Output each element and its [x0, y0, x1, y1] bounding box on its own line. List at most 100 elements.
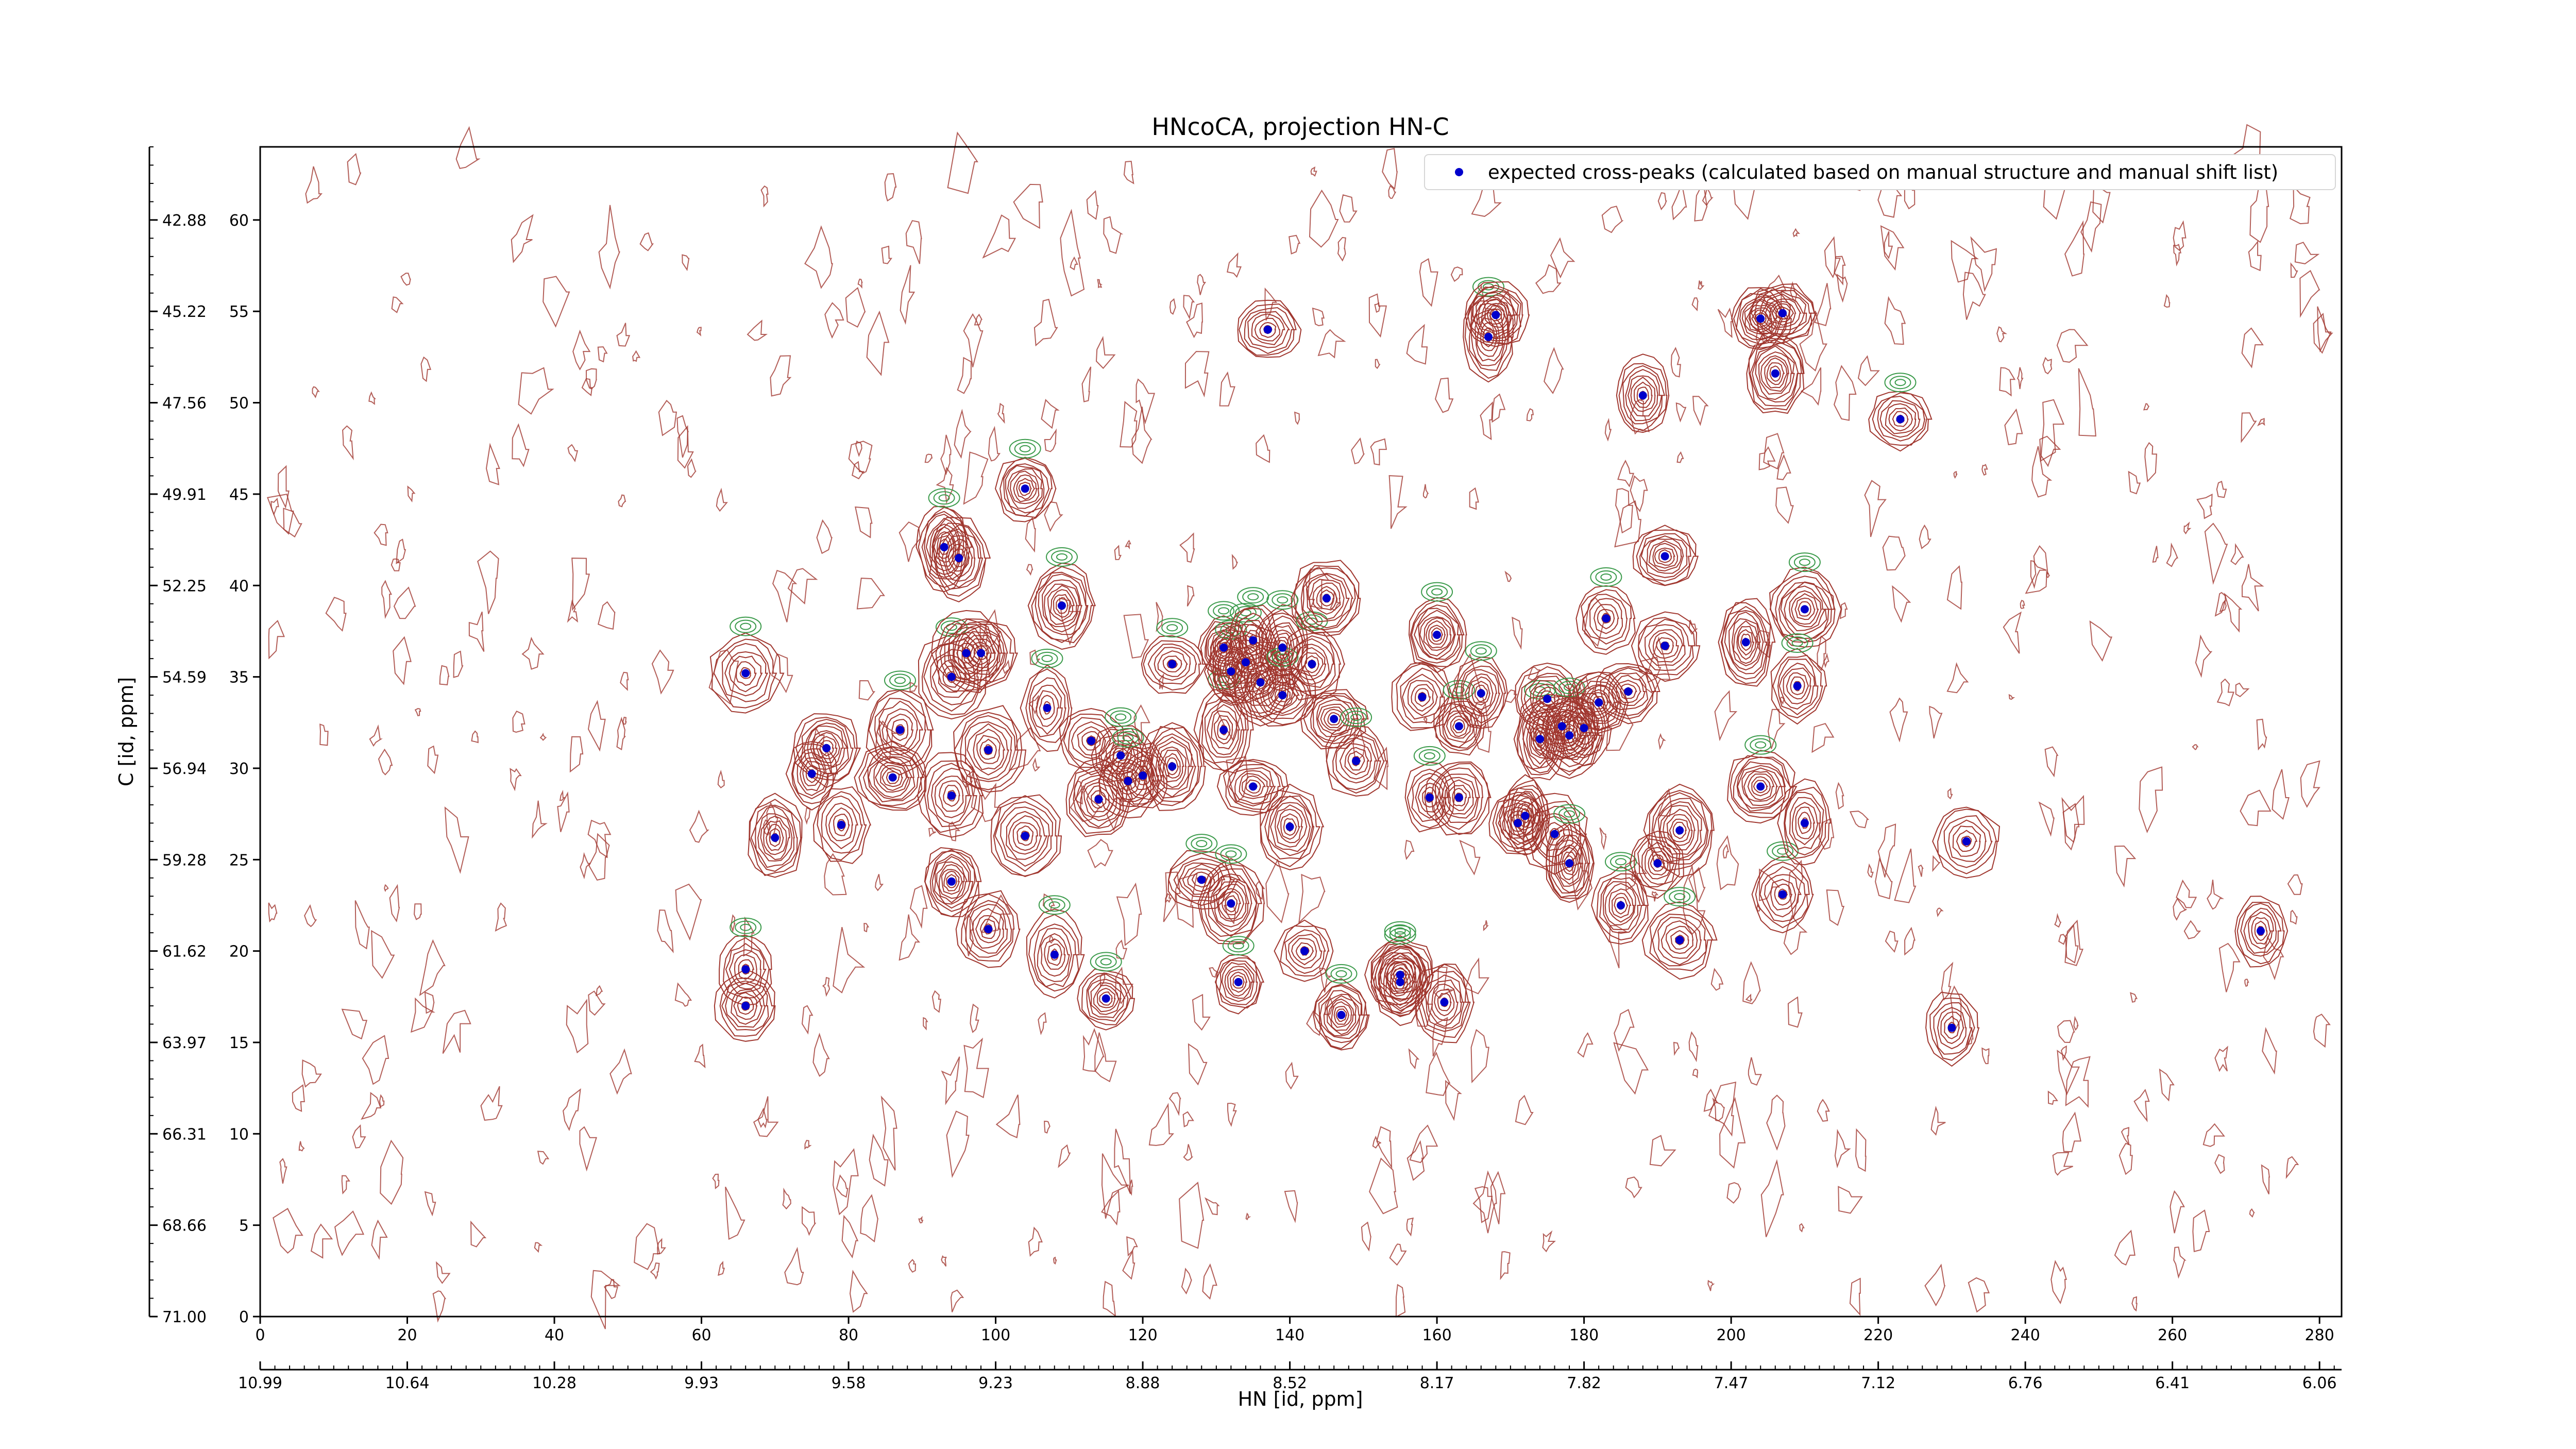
noise-contour [371, 930, 395, 979]
peak-contour [1163, 753, 1181, 779]
cross-peak-marker [896, 726, 904, 734]
cross-peak-marker [1617, 901, 1625, 909]
peak-contour [1933, 1002, 1973, 1055]
x-tick-label: 80 [839, 1326, 858, 1344]
noise-contour [2218, 942, 2241, 992]
noise-contour [2040, 399, 2064, 462]
noise-contour [310, 1223, 333, 1259]
x-tick-label: 60 [691, 1326, 711, 1344]
x-ppm-tick-label: 8.17 [1420, 1374, 1454, 1392]
noise-contour [1855, 1128, 1867, 1172]
noise-contour [812, 1032, 830, 1077]
peak-contour [1760, 293, 1805, 330]
peak-contour [1347, 750, 1365, 771]
noise-contour [1204, 1197, 1220, 1216]
peak-contour [1099, 744, 1160, 819]
peak-contour [1229, 971, 1248, 993]
peak-contour [1948, 819, 1987, 862]
noise-contour [1799, 310, 1827, 372]
noise-contour [567, 599, 579, 623]
negative-contour [740, 622, 752, 630]
peak-contour [1600, 666, 1657, 720]
noise-contour [771, 653, 793, 694]
peak-contour [748, 793, 803, 878]
peak-contour [935, 618, 999, 691]
peak-contour [1090, 982, 1122, 1015]
cross-peak-marker [1219, 643, 1228, 652]
noise-contour [2121, 1126, 2130, 1145]
peak-contour [1755, 345, 1795, 400]
noise-contour [598, 601, 616, 630]
peak-contour [1594, 604, 1619, 634]
peak-contour [1633, 381, 1653, 408]
peak-contour [812, 786, 872, 864]
noise-contour [1094, 1032, 1117, 1083]
noise-contour [1946, 565, 1962, 610]
peak-contour [1326, 726, 1385, 794]
noise-contour [997, 402, 1005, 424]
noise-contour [757, 1107, 768, 1128]
peak-contour [819, 740, 834, 757]
peak-contour [1224, 966, 1254, 999]
noise-contour [616, 323, 631, 347]
peak-contour [1464, 673, 1498, 715]
peak-contour [807, 726, 849, 770]
peak-contour [736, 661, 757, 686]
peak-contour [1743, 770, 1778, 802]
noise-contour [1512, 616, 1523, 650]
peak-contour [1770, 879, 1797, 911]
peak-contour [725, 942, 767, 995]
noise-contour [1339, 194, 1358, 223]
cross-peak-marker [1741, 638, 1750, 647]
peak-contour [1291, 938, 1317, 966]
peak-contour [1003, 463, 1050, 517]
noise-contour [1008, 727, 1041, 771]
cross-peak-marker [1308, 660, 1316, 668]
peak-contour [1654, 547, 1675, 566]
noise-contour [1504, 570, 1512, 582]
cross-peak-marker [2257, 926, 2265, 935]
peak-contour [1259, 322, 1277, 338]
noise-contour [622, 716, 627, 725]
negative-contour [1384, 925, 1416, 945]
peak-contour [1248, 664, 1317, 727]
noise-contour [2062, 1111, 2081, 1153]
noise-contour [1070, 256, 1078, 271]
negative-contour [1213, 604, 1235, 618]
peak-contour [1391, 662, 1453, 731]
noise-contour [1834, 365, 1857, 421]
noise-contour [1169, 298, 1176, 315]
noise-contour [1722, 844, 1730, 858]
noise-contour [832, 1148, 859, 1216]
peak-contour [1211, 710, 1238, 750]
peak-contour [931, 767, 972, 825]
peak-contour [1573, 713, 1596, 745]
peak-contour [1247, 664, 1276, 699]
noise-contour [1126, 1236, 1138, 1257]
peak-contour [1385, 961, 1416, 1006]
peak-contour [1636, 529, 1697, 586]
noise-contour [1670, 347, 1681, 378]
noise-contour [2130, 992, 2138, 1003]
noise-contour [1419, 258, 1438, 307]
noise-contour [804, 807, 811, 825]
noise-contour [1406, 1140, 1425, 1181]
x-tick-label: 40 [545, 1326, 564, 1344]
cross-peak-marker [1477, 689, 1485, 698]
noise-contour [1892, 585, 1911, 623]
peak-contour [1784, 786, 1828, 859]
noise-contour [936, 466, 954, 504]
peak-contour [760, 815, 790, 861]
peak-contour [1513, 797, 1537, 836]
negative-contour [1772, 844, 1794, 858]
noise-contour [379, 1094, 385, 1108]
noise-contour [918, 1216, 924, 1224]
peak-contour [1159, 750, 1184, 783]
peak-contour [1728, 611, 1764, 671]
negative-contour [1345, 711, 1367, 724]
negative-contour [1755, 741, 1767, 749]
negative-contour [1777, 847, 1789, 855]
peak-contour [1631, 611, 1701, 682]
peak-contour [1771, 303, 1794, 323]
noise-contour [511, 214, 534, 263]
